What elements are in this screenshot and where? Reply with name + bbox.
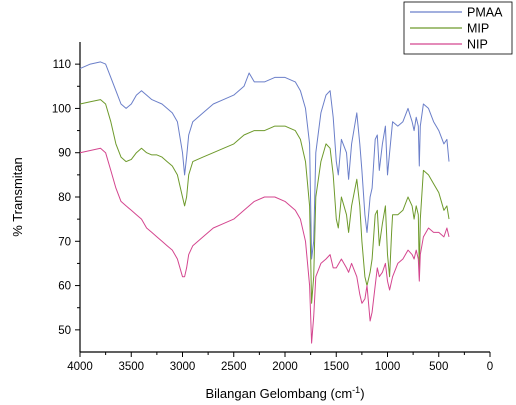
series-lines bbox=[79, 61, 450, 344]
x-tick-label: 2000 bbox=[272, 361, 298, 373]
series-line-nip bbox=[79, 147, 450, 344]
x-tick-label: 3500 bbox=[118, 361, 144, 373]
x-tick-label: 500 bbox=[429, 361, 448, 373]
x-axis-label: Bilangan Gelombang (cm-1) bbox=[205, 385, 364, 401]
y-tick-label: 50 bbox=[58, 325, 71, 337]
series-line-pmaa bbox=[79, 61, 450, 260]
x-tick-label: 3000 bbox=[170, 361, 196, 373]
y-tick-label: 80 bbox=[58, 192, 71, 204]
x-tick-label: 0 bbox=[487, 361, 493, 373]
y-tick-label: 90 bbox=[58, 148, 71, 160]
legend: PMAA MIP NIP bbox=[403, 1, 513, 55]
x-tick-label: 4000 bbox=[67, 361, 93, 373]
legend-label: PMAA bbox=[467, 6, 503, 20]
y-tick-label: 110 bbox=[53, 59, 71, 71]
tick-marks bbox=[75, 63, 491, 357]
y-tick-label: 60 bbox=[58, 281, 71, 293]
y-tick-label: 100 bbox=[52, 103, 71, 115]
y-axis-label: % Transmitan bbox=[10, 157, 25, 236]
legend-label: NIP bbox=[467, 38, 488, 52]
legend-label: MIP bbox=[467, 22, 489, 36]
y-tick-label: 70 bbox=[58, 236, 71, 248]
x-tick-label: 2500 bbox=[221, 361, 247, 373]
series-line-mip bbox=[79, 99, 450, 304]
x-tick-label: 1000 bbox=[375, 361, 401, 373]
x-tick-label: 1500 bbox=[323, 361, 349, 373]
axes bbox=[79, 42, 490, 353]
tick-labels: 4000 3500 3000 2500 2000 1500 1000 500 0 50 60 70 80… bbox=[52, 59, 493, 373]
